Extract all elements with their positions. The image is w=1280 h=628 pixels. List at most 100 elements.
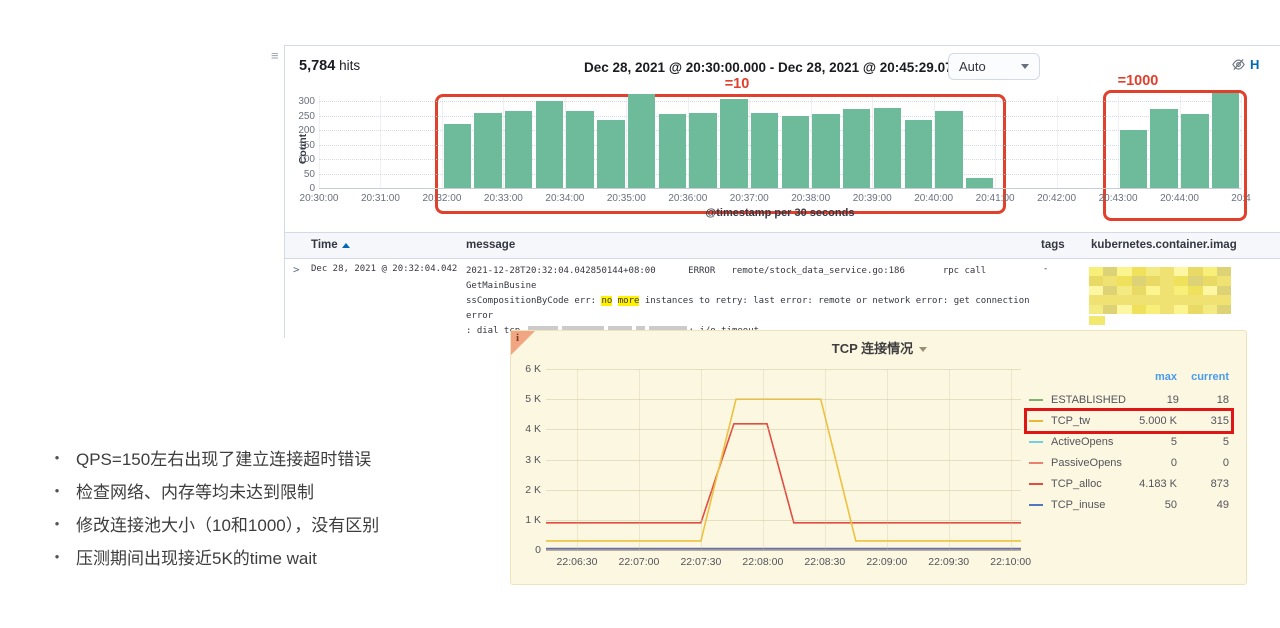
mosaic-cell — [1089, 295, 1104, 305]
histogram-bar[interactable] — [566, 111, 594, 188]
column-header-time[interactable]: Time — [311, 239, 350, 251]
bullet-item: • 压测期间出现接近5K的time wait — [38, 540, 520, 573]
mosaic-cell — [1089, 285, 1104, 296]
histogram-bar[interactable] — [873, 107, 902, 188]
x-tick-label: 20:39:00 — [852, 193, 892, 204]
grid-line-vertical — [687, 96, 689, 188]
legend-current-value: 315 — [1210, 415, 1229, 427]
mosaic-cell — [1131, 295, 1146, 305]
expand-row-icon[interactable]: > — [293, 263, 300, 276]
column-header-tags[interactable]: tags — [1041, 239, 1065, 251]
grid-line-horizontal — [546, 429, 1021, 431]
y-tick-label: 0 — [309, 183, 315, 194]
hide-chart-button[interactable]: H — [1231, 57, 1259, 72]
legend-color-dash-icon — [1029, 420, 1043, 422]
mosaic-cell — [1145, 295, 1160, 305]
grid-line-vertical — [872, 96, 874, 188]
histogram-bar[interactable] — [443, 124, 471, 188]
column-header-kubernetes[interactable]: kubernetes.container.imag — [1091, 239, 1237, 251]
legend-color-dash-icon — [1029, 504, 1043, 506]
legend-series-name[interactable]: TCP_alloc — [1051, 478, 1102, 490]
histogram-bar[interactable] — [935, 111, 963, 188]
legend-series-name[interactable]: ActiveOpens — [1051, 436, 1114, 448]
mosaic-cell — [1159, 304, 1175, 314]
mosaic-cell — [1103, 295, 1118, 305]
y-tick-label: 3 K — [525, 453, 541, 466]
histogram-bar[interactable] — [781, 115, 809, 188]
histogram-bar[interactable] — [627, 94, 656, 188]
histogram-bar[interactable] — [1211, 92, 1240, 188]
grid-line-vertical — [1179, 96, 1181, 188]
histogram-bar[interactable] — [750, 112, 779, 188]
y-tick-label: 150 — [298, 139, 315, 151]
grid-line-vertical — [576, 369, 578, 550]
grid-line-horizontal — [546, 399, 1021, 401]
legend-color-dash-icon — [1029, 399, 1043, 401]
eye-slash-icon — [1232, 58, 1245, 71]
legend-header-max[interactable]: max — [1154, 371, 1177, 383]
log-time-cell: Dec 28, 2021 @ 20:32:04.042 — [311, 264, 458, 274]
histogram-bar[interactable] — [658, 113, 687, 188]
histogram-bar[interactable] — [1119, 130, 1148, 188]
legend-max-value: 0 — [1170, 457, 1177, 469]
histogram-bar[interactable] — [505, 110, 533, 188]
mosaic-cell — [1159, 267, 1175, 277]
highlight-more: more — [617, 296, 640, 306]
legend-row-PassiveOpens[interactable]: PassiveOpens 0 0 — [1029, 455, 1229, 471]
histogram-bar[interactable] — [597, 120, 625, 188]
mosaic-cell — [1188, 267, 1203, 277]
legend-row-ESTABLISHED[interactable]: ESTABLISHED 19 18 — [1029, 392, 1229, 408]
y-tick-label: 6 K — [525, 363, 541, 375]
mosaic-cell — [1103, 267, 1118, 277]
panel-info-corner-icon[interactable] — [511, 331, 535, 355]
legend-row-TCP_alloc[interactable]: TCP_alloc 4.183 K 873 — [1029, 476, 1229, 492]
x-axis-title: @timestamp per 30 seconds — [705, 207, 855, 219]
legend-row-TCP_tw[interactable]: TCP_tw 5.000 K 315 — [1024, 408, 1234, 434]
grid-line-vertical — [1118, 96, 1120, 188]
y-tick-label: 300 — [298, 96, 315, 108]
legend-series-name[interactable]: PassiveOpens — [1051, 457, 1122, 469]
mosaic-cell — [1089, 267, 1104, 277]
mosaic-cell — [1103, 276, 1118, 286]
legend-header: max current — [1029, 371, 1229, 387]
y-tick-label: 5 K — [525, 393, 541, 406]
y-tick-label: 1 K — [525, 513, 541, 526]
legend-row-ActiveOpens[interactable]: ActiveOpens 5 5 — [1029, 434, 1229, 450]
histogram-bar[interactable] — [904, 119, 932, 188]
legend-series-name[interactable]: ESTABLISHED — [1051, 394, 1126, 406]
bullet-icon: • — [54, 483, 60, 498]
histogram-bar[interactable] — [966, 177, 994, 188]
histogram-bar[interactable] — [1181, 114, 1209, 188]
histogram-bar[interactable] — [720, 99, 748, 188]
histogram-bar[interactable] — [1150, 108, 1178, 188]
legend-row-TCP_inuse[interactable]: TCP_inuse 50 49 — [1029, 497, 1229, 513]
histogram-bar[interactable] — [474, 112, 502, 188]
histogram-bar[interactable] — [812, 113, 840, 188]
histogram-bar[interactable] — [535, 101, 564, 188]
tcp-legend: max current ESTABLISHED 19 18 TCP_tw 5.000 K… — [1024, 371, 1234, 518]
redacted-image-mosaic-tail — [1089, 316, 1105, 325]
annotation-box-pool1000 — [1103, 90, 1247, 221]
column-header-message[interactable]: message — [466, 239, 516, 251]
mosaic-cell — [1216, 304, 1231, 314]
mosaic-cell — [1188, 304, 1203, 314]
legend-series-name[interactable]: TCP_tw — [1051, 415, 1091, 427]
mosaic-cell — [1089, 304, 1104, 314]
grid-line-vertical — [626, 96, 628, 188]
x-tick-label: 22:10:00 — [990, 556, 1032, 568]
interval-select[interactable]: Auto — [948, 53, 1040, 80]
mosaic-cell — [1174, 276, 1189, 286]
histogram-bar[interactable] — [689, 112, 717, 188]
grid-line-vertical — [1056, 96, 1058, 188]
panel-title[interactable]: TCP 连接情况 — [511, 338, 1248, 357]
legend-series-name[interactable]: TCP_inuse — [1051, 499, 1106, 511]
mosaic-cell — [1131, 304, 1146, 314]
y-tick-label: 200 — [298, 125, 315, 137]
x-tick-label: 22:08:30 — [804, 556, 846, 568]
panel-drag-handle-icon[interactable]: ≡ — [271, 48, 279, 63]
legend-header-current[interactable]: current — [1191, 371, 1229, 383]
histogram-bar[interactable] — [843, 108, 871, 188]
log-msg-line1: 2021-12-28T20:32:04.042850144+08:00 ERRO… — [466, 266, 992, 291]
bullet-icon: • — [54, 549, 60, 564]
